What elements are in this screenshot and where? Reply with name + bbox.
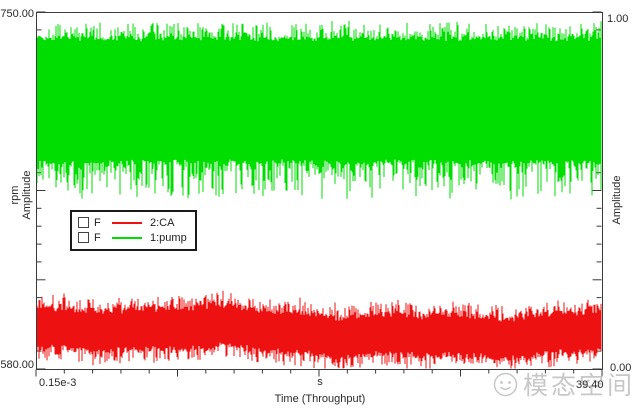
legend-series-label: 2:CA — [150, 216, 175, 229]
left-axis-min-label: 580.00 — [0, 359, 34, 371]
legend-flag-label: F — [94, 216, 101, 229]
left-axis-title: rpm Amplitude — [9, 171, 33, 220]
legend-checkbox-ca[interactable] — [78, 217, 89, 228]
legend-checkbox-pump[interactable] — [78, 232, 89, 243]
right-axis-max-label: 1.00 — [607, 13, 629, 25]
right-axis-min-label: 0.00 — [610, 362, 632, 374]
left-axis-quantity: Amplitude — [21, 170, 33, 220]
watermark: 模态空间 — [492, 366, 635, 402]
right-axis-title: Amplitude — [611, 175, 623, 225]
legend-line — [112, 236, 142, 239]
legend-line — [112, 221, 142, 224]
left-axis-unit: rpm — [9, 185, 21, 205]
ca-trace — [36, 290, 602, 369]
left-axis-max-label: 750.00 — [0, 8, 34, 20]
x-axis-start-label: 0.15e-3 — [39, 377, 77, 389]
plot-frame — [36, 12, 603, 370]
legend-item-pump[interactable]: F 1:pump — [78, 230, 187, 245]
legend-series-label: 1:pump — [150, 231, 187, 244]
x-axis-end-label: 39.40 — [576, 379, 604, 391]
watermark-logo-icon — [493, 372, 518, 396]
legend-item-ca[interactable]: F 2:CA — [78, 215, 187, 230]
x-axis-title: Time (Throughput) — [274, 393, 366, 405]
legend-box: F 2:CA F 1:pump — [70, 210, 197, 251]
plot-canvas — [35, 11, 603, 377]
watermark-text: 模态空间 — [523, 372, 636, 400]
x-axis-unit-label: s — [317, 376, 323, 388]
pump-trace — [36, 20, 602, 200]
legend-flag-label: F — [94, 231, 101, 244]
